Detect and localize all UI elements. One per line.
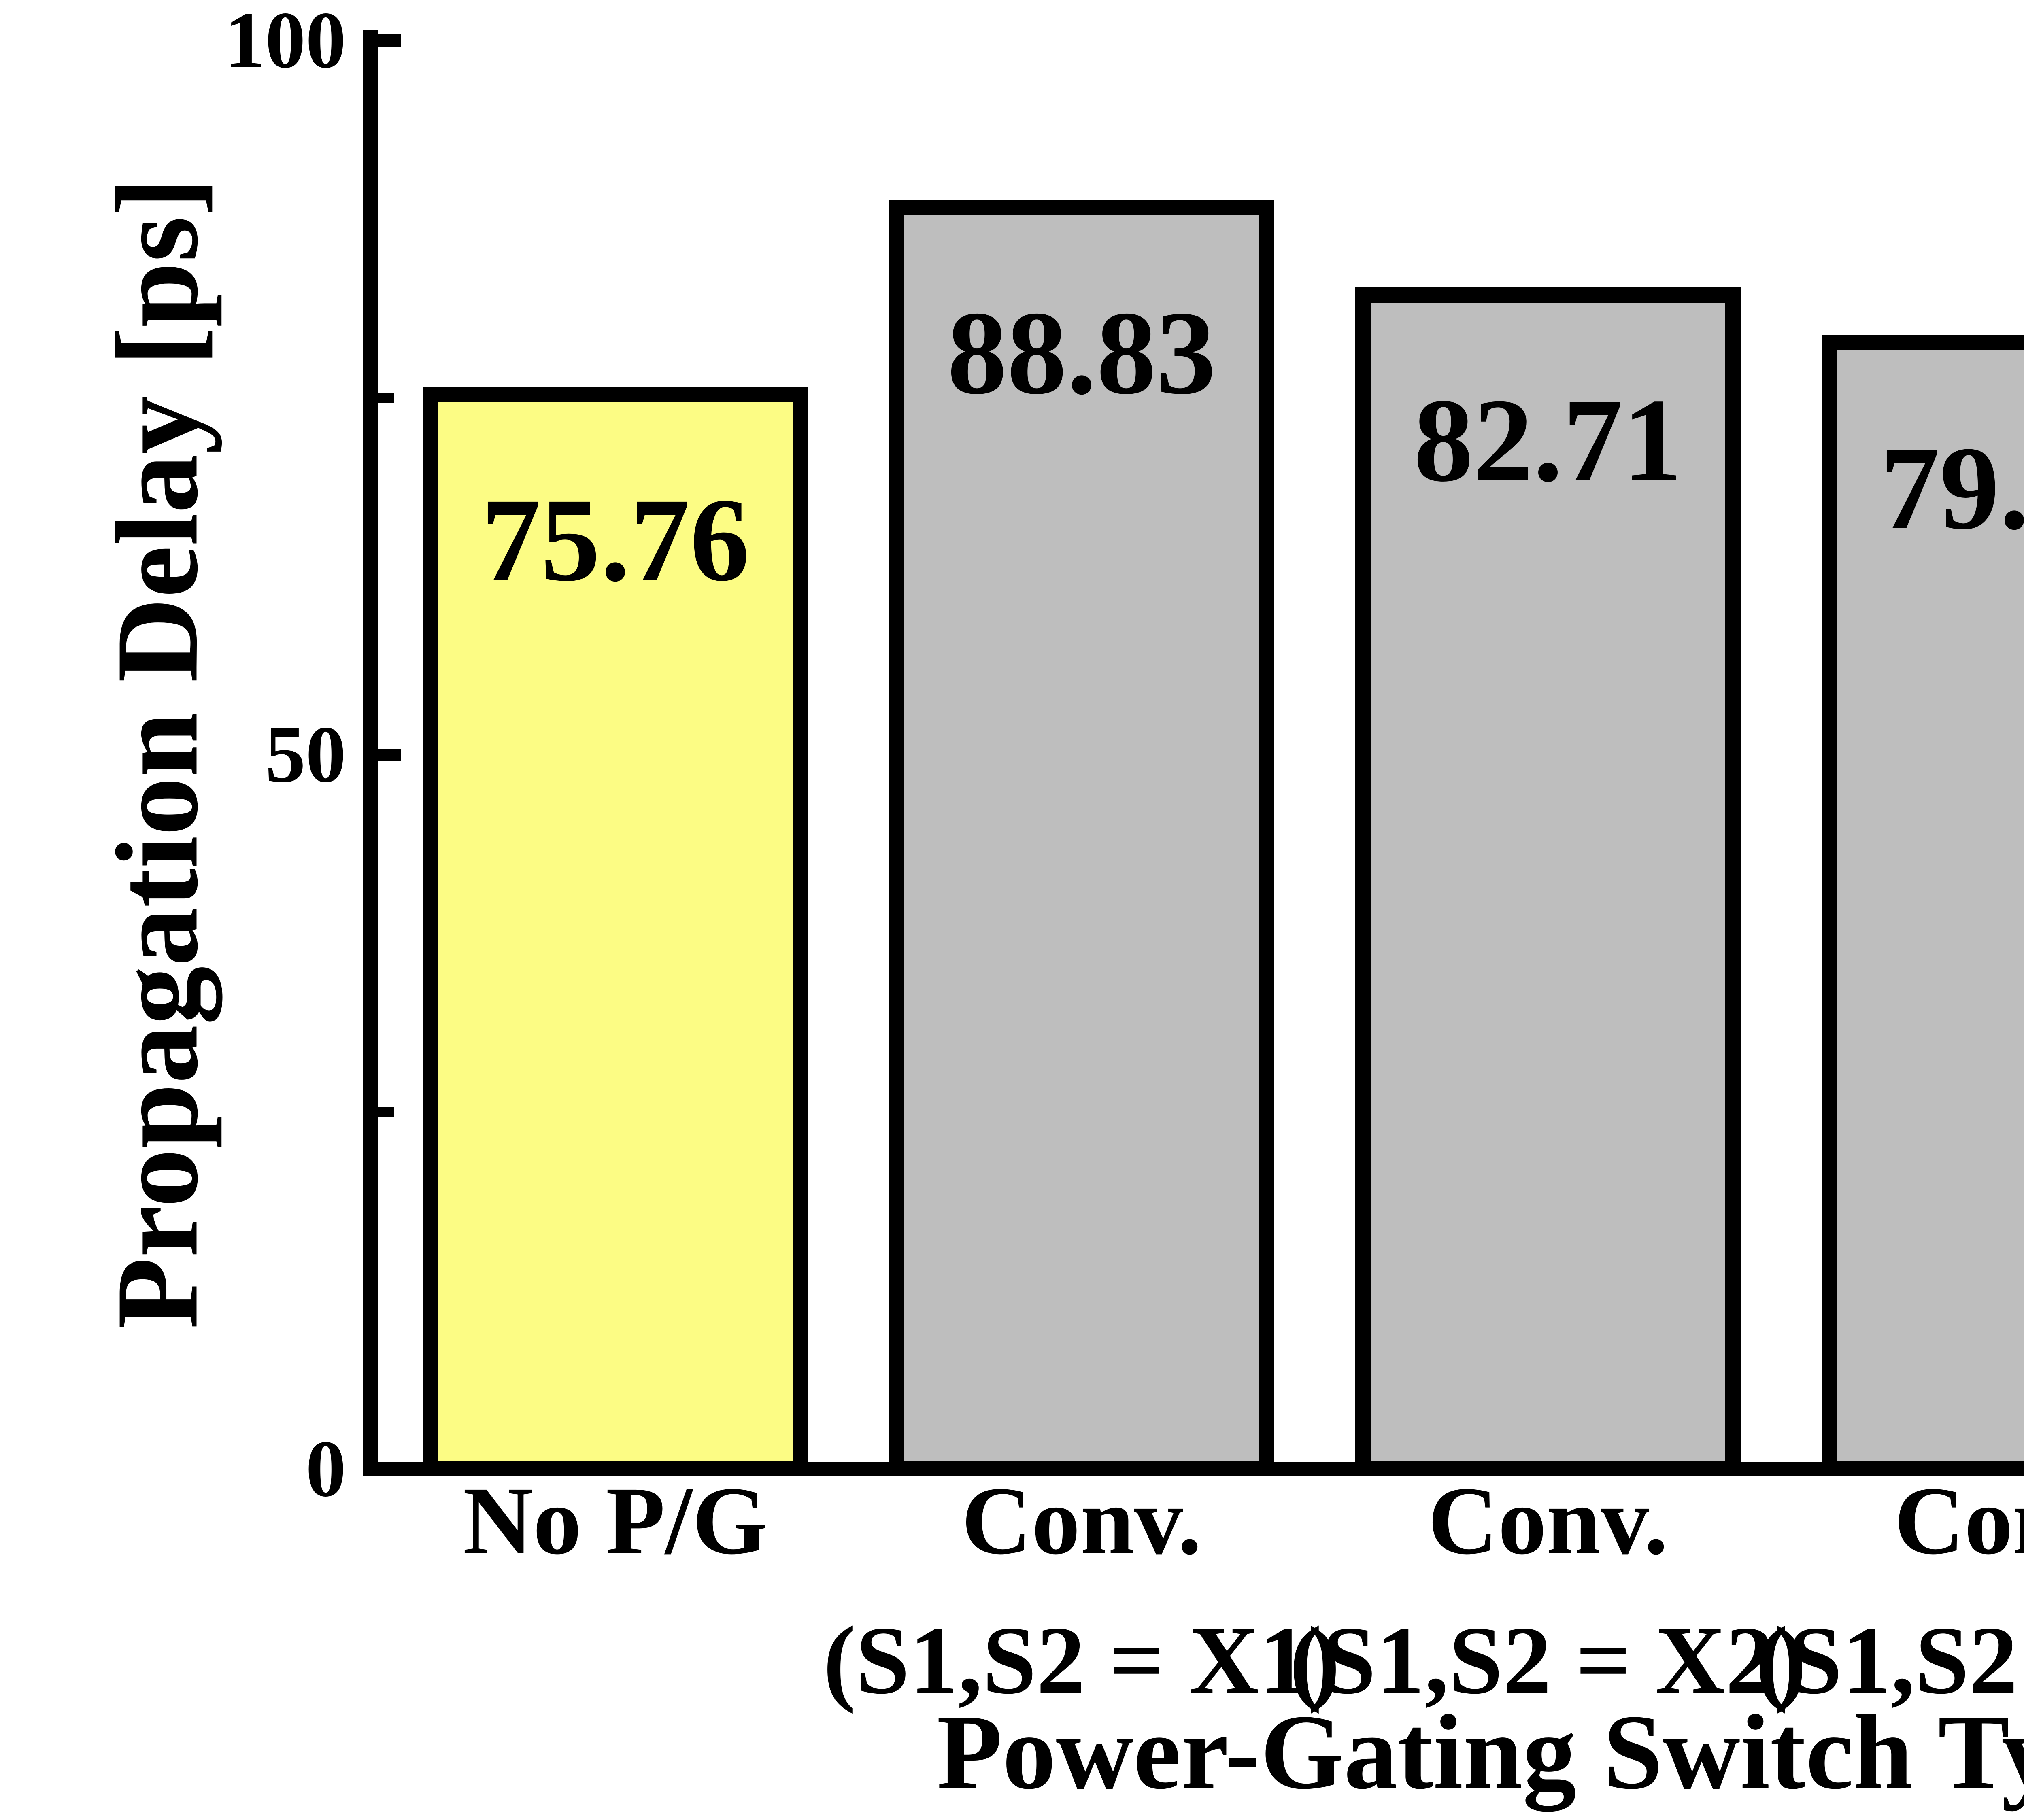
y-axis-major-tick [378, 1463, 401, 1475]
y-axis-tick-label: 0 [306, 1424, 346, 1514]
y-axis-major-tick [378, 749, 401, 761]
y-axis-label: Propagation Delay [ps] [92, 177, 222, 1329]
x-axis-category-label-line: (S1,S2 = X4) [1756, 1606, 2024, 1714]
x-axis-category-label: Conv. (S1,S2 = X4) [1650, 1451, 2024, 1730]
x-axis-category-label-line: No P/G [463, 1467, 768, 1574]
bar-value-label: 79.37 [1880, 422, 2024, 554]
bar: 79.37 [1822, 335, 2024, 1476]
y-axis-tick-label: 50 [265, 710, 346, 799]
x-axis-category-label-line: Conv. [961, 1467, 1202, 1574]
x-axis-category-label-line: Conv. [1894, 1467, 2024, 1574]
bar: 75.76 [423, 387, 808, 1476]
bar-value-label: 82.71 [1414, 374, 1682, 507]
bar: 82.71 [1355, 287, 1741, 1476]
bar: 88.83 [889, 200, 1274, 1476]
x-axis-category-label-line: Conv. [1428, 1467, 1668, 1574]
y-axis-minor-tick [378, 1106, 394, 1117]
x-axis-category-label: Conv. (S1,S2 = X1) [717, 1451, 1446, 1730]
y-axis-spine [363, 30, 378, 1476]
bar-value-label: 88.83 [947, 287, 1216, 419]
x-axis-category-label: No P/G [251, 1451, 980, 1591]
y-axis-major-tick [378, 34, 401, 47]
x-axis-title: Power-Gating Switch Type [937, 1693, 2024, 1812]
x-axis-category-label-line: (S1,S2 = X1) [823, 1606, 1340, 1714]
x-axis-category-label: Conv. (S1,S2 = X2) [1184, 1451, 1912, 1730]
x-axis-category-label-line: (S1,S2 = X2) [1289, 1606, 1807, 1714]
y-axis-minor-tick [378, 392, 394, 403]
y-axis-tick-label: 100 [225, 0, 346, 85]
bar-value-label: 75.76 [481, 473, 750, 606]
